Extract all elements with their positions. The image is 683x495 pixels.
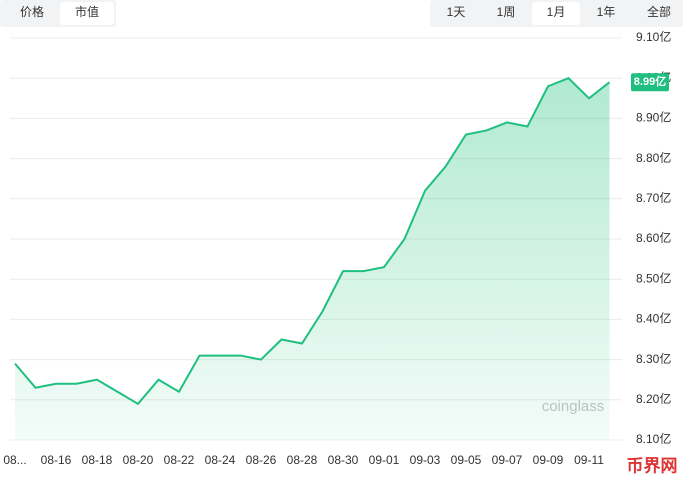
x-tick-label: 08-24 <box>205 453 236 467</box>
x-tick-label: 09-09 <box>533 453 564 467</box>
y-tick-label: 8.90亿 <box>636 110 671 125</box>
tab-label[interactable]: 1周 <box>497 5 516 19</box>
y-tick-label: 8.60亿 <box>636 230 671 245</box>
y-tick-label: 8.10亿 <box>636 431 671 446</box>
tab-label[interactable]: 1天 <box>447 5 466 19</box>
tab-selected <box>532 2 580 25</box>
y-tick-label: 8.50亿 <box>636 270 671 285</box>
x-tick-label: 09-01 <box>369 453 400 467</box>
x-tick-label: 08-28 <box>287 453 318 467</box>
y-tick-label: 9.10亿 <box>636 29 671 44</box>
x-tick-label: 08-30 <box>328 453 359 467</box>
x-tick-label: 08... <box>3 453 26 467</box>
area-fill <box>15 78 610 440</box>
x-tick-label: 08-20 <box>123 453 154 467</box>
corner-mark: 币界网 <box>627 456 678 475</box>
tab-label[interactable]: 全部 <box>647 4 671 19</box>
y-tick-label: 8.30亿 <box>636 351 671 366</box>
x-tick-label: 09-05 <box>451 453 482 467</box>
y-tick-label: 8.40亿 <box>636 311 671 326</box>
tab-label[interactable]: 市值 <box>75 4 99 19</box>
y-tick-label: 8.70亿 <box>636 190 671 205</box>
y-tick-label: 8.80亿 <box>636 150 671 165</box>
tab-label[interactable]: 价格 <box>20 4 44 19</box>
x-tick-label: 08-26 <box>246 453 277 467</box>
tab-selected <box>60 2 114 25</box>
x-tick-label: 09-11 <box>574 453 604 467</box>
line <box>14 77 611 406</box>
tab-label[interactable]: 1月 <box>547 5 566 19</box>
x-tick-label: 08-16 <box>41 453 72 467</box>
tab-label[interactable]: 1年 <box>597 5 616 19</box>
y-tick-label: 8.20亿 <box>636 391 671 406</box>
x-tick-label: 08-22 <box>164 453 195 467</box>
x-tick-label: 09-03 <box>410 453 441 467</box>
x-tick-label: 09-07 <box>492 453 523 467</box>
value-label-bg <box>631 73 669 92</box>
value-label: 8.99亿 <box>634 74 666 88</box>
x-tick-label: 08-18 <box>82 453 113 467</box>
